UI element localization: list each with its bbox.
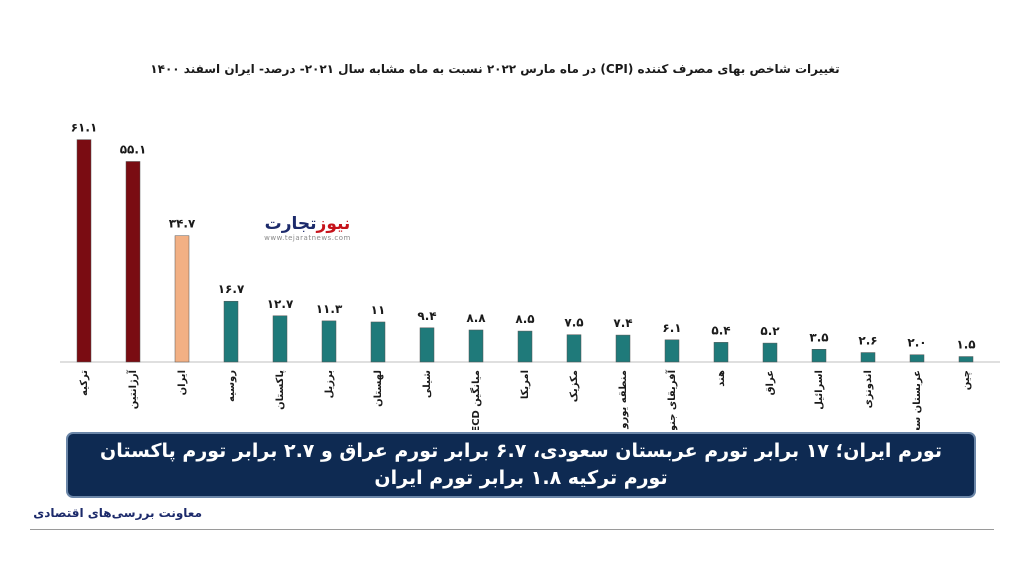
bars-group: ۶۱.۱ ترکیه ۵۵.۱ آرژانتین ۳۴.۷ ایران ۱۶.۷ روسیه ۱… [71, 121, 976, 430]
category-label: پاکستان [275, 370, 286, 410]
bar [76, 139, 92, 363]
watermark-brand-blue: تجارت [264, 214, 317, 234]
bar-value-label: ۱۱.۳ [316, 302, 343, 316]
category-label: امریکا [520, 370, 531, 399]
footer-divider [30, 529, 994, 530]
category-label: منطقه یورو (۱۹) [618, 370, 629, 430]
bar [664, 339, 680, 363]
chart-title: تغییرات شاخص بهای مصرف کننده (CPI) در ما… [150, 62, 840, 76]
bar [713, 342, 729, 363]
bar-value-label: ۱۶.۷ [218, 282, 245, 296]
bar [223, 300, 239, 363]
bar [370, 321, 386, 363]
bar [321, 320, 337, 363]
bar-value-label: ۷.۴ [613, 316, 632, 330]
bar-value-label: ۹.۴ [417, 309, 436, 323]
bar [468, 329, 484, 363]
category-label: شیلی [422, 370, 433, 398]
bar-value-label: ۶۱.۱ [71, 121, 98, 135]
category-label: لهستان [373, 370, 384, 407]
category-label: عربستان سعودی [912, 370, 923, 430]
bar [419, 327, 435, 363]
watermark-logo: نیوزتجارت www.tejaratnews.com [250, 214, 365, 242]
bar [958, 356, 974, 363]
bar [566, 334, 582, 363]
source-label: معاونت بررسی‌های اقتصادی [33, 506, 202, 520]
bar-value-label: ۵.۲ [760, 324, 780, 338]
bar [860, 352, 876, 363]
bar-value-label: ۶.۱ [662, 321, 681, 335]
bar-value-label: ۱۱ [371, 303, 386, 317]
bar-value-label: ۷.۵ [564, 316, 583, 330]
bar-chart: ۶۱.۱ ترکیه ۵۵.۱ آرژانتین ۳۴.۷ ایران ۱۶.۷ روسیه ۱… [60, 121, 1000, 430]
category-label: OECD میانگین [469, 370, 482, 430]
bar [517, 330, 533, 363]
bar-value-label: ۵.۴ [711, 323, 730, 337]
bar [615, 334, 631, 363]
category-label: چین [961, 370, 972, 390]
bar [811, 349, 827, 363]
summary-banner: تورم ایران؛ ۱۷ برابر تورم عربستان سعودی،… [66, 432, 976, 498]
watermark-url: www.tejaratnews.com [264, 234, 351, 242]
bar-value-label: ۸.۸ [466, 311, 486, 325]
banner-line-2: تورم ترکیه ۱.۸ برابر تورم ایران [374, 467, 668, 489]
watermark-brand-red: نیوز [316, 214, 351, 234]
category-label: اندونزی [863, 370, 874, 408]
bar-value-label: ۲.۶ [858, 334, 877, 348]
category-label: ایران [177, 370, 188, 395]
category-label: ترکیه [79, 370, 90, 396]
bar [272, 315, 288, 363]
category-label: عراق [765, 370, 776, 395]
bar-value-label: ۱۲.۷ [267, 297, 294, 311]
bar-value-label: ۱.۵ [956, 338, 975, 352]
category-label: روسیه [226, 370, 237, 402]
bar-value-label: ۸.۵ [515, 312, 534, 326]
category-label: هند [716, 370, 727, 387]
bar [762, 342, 778, 363]
banner-line-1: تورم ایران؛ ۱۷ برابر تورم عربستان سعودی،… [100, 440, 942, 462]
bar-value-label: ۵۵.۱ [120, 142, 147, 156]
category-label: مکزیک [569, 370, 580, 402]
bar [125, 161, 141, 363]
watermark-brand: نیوزتجارت [250, 214, 365, 234]
bar [909, 354, 925, 363]
category-label: اسرائیل [814, 370, 825, 410]
category-label: برزیل [324, 370, 335, 398]
bar-value-label: ۳.۵ [809, 330, 828, 344]
bar-value-label: ۲.۰ [907, 336, 926, 350]
category-label: آرژانتین [126, 369, 139, 409]
bar [174, 235, 190, 363]
category-label: آفریقای جنوبی [665, 369, 678, 430]
bar-value-label: ۳۴.۷ [169, 217, 196, 231]
